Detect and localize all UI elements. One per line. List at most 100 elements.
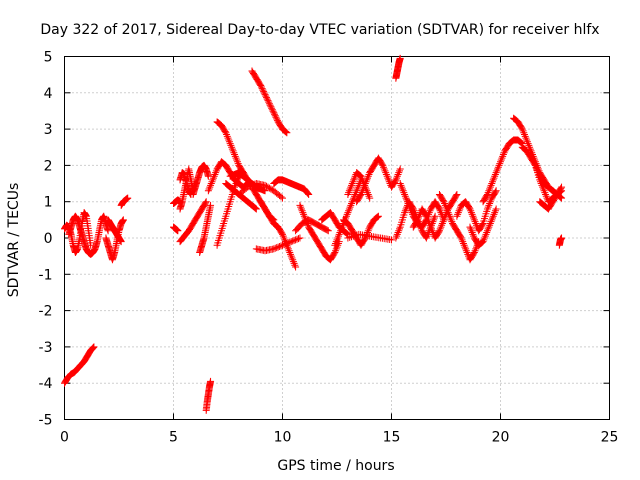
data-point: [485, 223, 493, 231]
data-point: [357, 190, 365, 198]
data-point: [382, 170, 390, 178]
data-point: [391, 177, 399, 185]
data-point: [362, 178, 370, 186]
data-point: [249, 181, 257, 189]
data-point: [488, 180, 496, 188]
data-point: [462, 245, 470, 253]
data-point: [269, 107, 277, 115]
data-point: [242, 184, 250, 192]
data-point: [299, 209, 307, 217]
data-point: [499, 152, 507, 160]
data-point: [358, 187, 366, 195]
data-point: [346, 185, 354, 193]
data-point: [494, 165, 502, 173]
data-point: [482, 230, 490, 238]
data-point: [483, 192, 491, 200]
data-point: [478, 221, 486, 229]
data-point: [343, 230, 351, 238]
data-point: [452, 192, 460, 200]
data-point: [558, 183, 566, 191]
data-point: [470, 250, 478, 258]
data-point: [519, 127, 527, 135]
data-point: [439, 218, 447, 226]
data-point: [541, 189, 549, 197]
data-point: [379, 161, 387, 169]
data-point: [227, 141, 235, 149]
data-point: [365, 192, 373, 200]
data-point: [415, 212, 423, 220]
data-point: [202, 198, 210, 206]
data-point: [398, 185, 406, 193]
data-point: [537, 180, 545, 188]
data-point: [497, 158, 504, 166]
data-point: [427, 223, 435, 231]
data-point: [426, 221, 434, 229]
data-point: [284, 245, 292, 253]
data-point: [380, 165, 388, 173]
data-point: [234, 160, 242, 168]
data-point: [467, 225, 475, 233]
data-point: [296, 201, 304, 209]
data-point: [484, 189, 492, 197]
data-point: [228, 145, 236, 153]
data-point: [393, 174, 401, 182]
data-point: [398, 183, 406, 191]
data-point: [394, 229, 402, 237]
data-point: [290, 259, 298, 267]
data-point: [357, 172, 365, 180]
data-point: [304, 190, 312, 198]
data-point: [334, 234, 342, 242]
data-point: [521, 132, 529, 140]
data-point: [339, 221, 347, 229]
data-point: [347, 183, 355, 191]
data-point: [531, 160, 539, 168]
data-point: [342, 212, 350, 220]
data-point: [324, 227, 332, 235]
data-point: [333, 236, 341, 244]
y-tick-label: 4: [44, 86, 53, 102]
data-point: [225, 136, 233, 144]
data-point: [300, 212, 308, 220]
data-point: [468, 229, 476, 237]
data-point: [491, 188, 499, 196]
data-point: [222, 129, 230, 137]
data-point: [345, 189, 353, 197]
data-point: [462, 247, 470, 255]
data-point: [257, 82, 265, 90]
data-point: [483, 190, 491, 198]
data-point: [267, 185, 275, 193]
data-point: [205, 185, 213, 193]
data-point: [365, 225, 373, 233]
data-point: [270, 245, 278, 253]
data-point: [486, 198, 494, 206]
data-point: [518, 139, 526, 147]
data-point: [263, 95, 271, 103]
data-point: [207, 201, 215, 209]
data-point: [438, 221, 446, 229]
data-point: [268, 104, 276, 112]
data-point: [272, 113, 280, 121]
data-point: [282, 128, 290, 136]
data-point: [470, 216, 478, 224]
data-point: [438, 219, 446, 227]
data-point: [401, 209, 409, 217]
data-point: [281, 236, 289, 244]
data-point: [464, 250, 472, 258]
data-point: [437, 223, 445, 231]
data-point: [481, 232, 489, 240]
data-point: [480, 236, 488, 244]
data-point: [483, 205, 491, 213]
data-point: [231, 181, 239, 189]
data-point: [349, 196, 357, 204]
data-point: [263, 94, 271, 102]
data-point: [469, 230, 477, 238]
data-point: [223, 131, 231, 139]
y-tick-label: 5: [44, 50, 53, 66]
data-point: [489, 212, 497, 220]
data-point: [518, 124, 526, 132]
data-point: [285, 247, 293, 255]
data-point: [486, 200, 494, 208]
grid-lines: [64, 56, 610, 420]
data-point: [483, 229, 491, 237]
x-tick-label: 15: [383, 430, 401, 446]
